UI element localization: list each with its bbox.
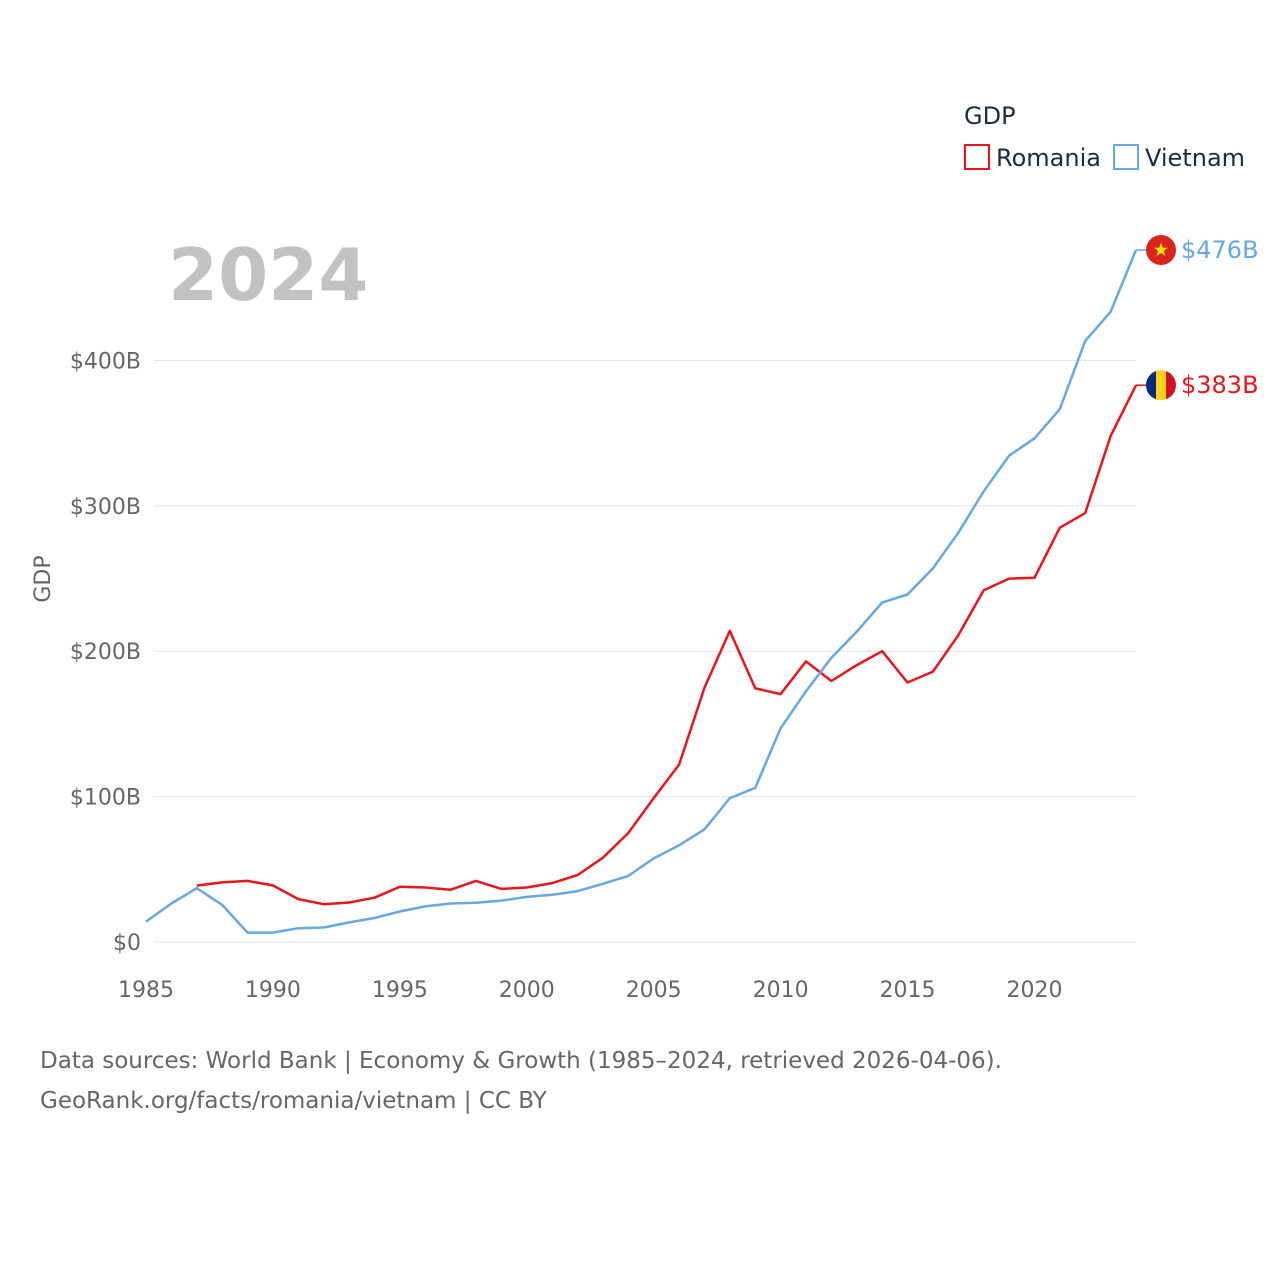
- legend-label-vietnam[interactable]: Vietnam: [1145, 144, 1245, 172]
- series-lines: [145, 249, 1138, 934]
- legend-swatch-romania[interactable]: [964, 144, 990, 170]
- legend: GDP Romania Vietnam: [964, 102, 1245, 172]
- year-label: 2024: [168, 233, 368, 317]
- end-labels: $383B $476B: [1136, 235, 1259, 401]
- source-line-1: Data sources: World Bank | Economy & Gro…: [40, 1048, 1002, 1074]
- y-tick-label: $200B: [70, 640, 141, 665]
- legend-swatch-vietnam[interactable]: [1113, 144, 1139, 170]
- x-tick-label: 2020: [1006, 978, 1062, 1003]
- y-axis-ticks: $0 $100B $200B $300B $400B: [70, 349, 141, 956]
- end-value-label-romania: $383B: [1181, 371, 1259, 399]
- romania-flag-icon: [1146, 370, 1176, 401]
- series-line-romania[interactable]: [196, 384, 1138, 906]
- source-line-2[interactable]: GeoRank.org/facts/romania/vietnam | CC B…: [40, 1088, 548, 1114]
- y-tick-label: $300B: [70, 495, 141, 520]
- y-tick-label: $100B: [70, 786, 141, 811]
- x-axis-ticks: 1985 1990 1995 2000 2005 2010 2015 2020: [118, 978, 1062, 1003]
- legend-title: GDP: [964, 102, 1016, 130]
- legend-label-romania[interactable]: Romania: [996, 144, 1101, 172]
- x-tick-label: 2010: [753, 978, 809, 1003]
- x-tick-label: 1985: [118, 978, 174, 1003]
- vietnam-flag-icon: [1146, 235, 1176, 265]
- y-tick-label: $0: [113, 931, 141, 956]
- gridlines: [154, 359, 1136, 943]
- y-tick-label: $400B: [70, 349, 141, 374]
- x-tick-label: 1995: [372, 978, 428, 1003]
- x-tick-label: 2000: [499, 978, 555, 1003]
- y-axis-title: GDP: [31, 555, 56, 602]
- end-value-label-vietnam: $476B: [1181, 236, 1259, 264]
- x-tick-label: 2015: [880, 978, 936, 1003]
- series-line-vietnam[interactable]: [145, 249, 1138, 934]
- x-tick-label: 1990: [245, 978, 301, 1003]
- x-tick-label: 2005: [626, 978, 682, 1003]
